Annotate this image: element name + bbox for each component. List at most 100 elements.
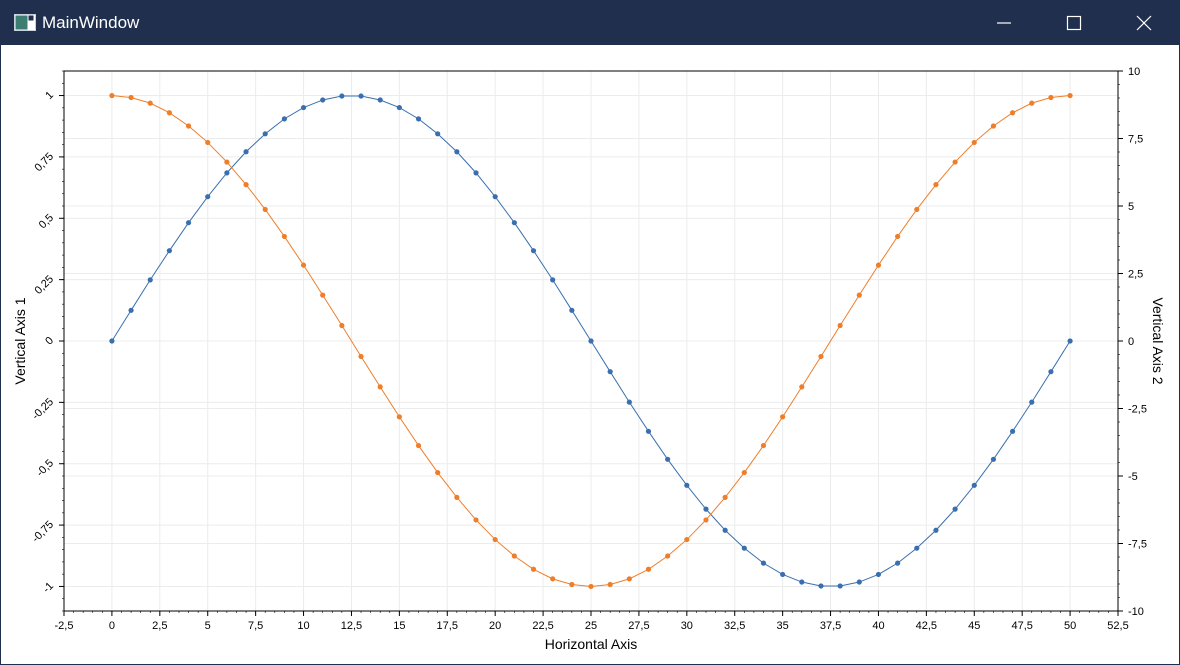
series-2-point[interactable] — [645, 566, 652, 572]
series-2-point[interactable] — [492, 536, 498, 543]
series-1-point[interactable] — [569, 307, 575, 313]
series-1-point[interactable] — [933, 527, 939, 533]
series-2-point[interactable] — [799, 384, 805, 390]
series-1-point[interactable] — [166, 248, 172, 254]
series-2-point[interactable] — [818, 353, 824, 360]
series-1-point[interactable] — [990, 456, 997, 462]
series-1-point[interactable] — [1010, 428, 1016, 434]
series-1-point[interactable] — [147, 277, 153, 283]
series-2-point[interactable] — [665, 553, 671, 559]
series-1-point[interactable] — [971, 482, 977, 488]
series-1-point[interactable] — [1048, 369, 1054, 375]
series-2-point[interactable] — [1048, 94, 1054, 101]
series-1-point[interactable] — [473, 170, 479, 176]
series-1-point[interactable] — [607, 369, 613, 375]
series-1-point[interactable] — [109, 338, 115, 344]
series-1-point[interactable] — [741, 545, 747, 551]
series-1-point[interactable] — [645, 428, 652, 434]
series-1-point[interactable] — [281, 116, 287, 122]
series-2-point[interactable] — [205, 139, 211, 146]
series-1-point[interactable] — [435, 131, 441, 137]
series-2-point[interactable] — [147, 100, 153, 106]
series-1-point[interactable] — [530, 248, 537, 254]
series-1-point[interactable] — [339, 93, 345, 99]
series-2-point[interactable] — [109, 92, 115, 99]
series-2-point[interactable] — [1067, 92, 1073, 99]
series-2-point[interactable] — [243, 182, 249, 188]
series-1-point[interactable] — [262, 131, 268, 137]
series-1-point[interactable] — [703, 506, 709, 512]
series-1-point[interactable] — [588, 338, 594, 344]
series-1-point[interactable] — [358, 93, 364, 99]
series-2-point[interactable] — [760, 442, 767, 449]
series-1-point[interactable] — [550, 277, 556, 283]
series-2-point[interactable] — [607, 581, 613, 588]
series-1-point[interactable] — [684, 482, 690, 488]
series-2-point[interactable] — [454, 494, 460, 500]
series-2-point[interactable] — [895, 233, 901, 240]
series-2-point[interactable] — [320, 292, 326, 298]
series-2-point[interactable] — [569, 581, 575, 588]
series-1-point[interactable] — [454, 149, 460, 155]
series-1-point[interactable] — [837, 583, 843, 589]
series-1-point[interactable] — [856, 579, 862, 585]
title-bar[interactable]: MainWindow — [1, 1, 1179, 45]
series-1-point[interactable] — [511, 220, 517, 226]
series-1-point[interactable] — [415, 116, 422, 122]
series-1-point[interactable] — [396, 104, 402, 111]
series-2-point[interactable] — [684, 536, 690, 543]
series-2-point[interactable] — [166, 110, 172, 116]
series-2-point[interactable] — [837, 322, 843, 329]
series-1-point[interactable] — [243, 149, 249, 155]
series-2-point[interactable] — [990, 123, 997, 129]
series-1-point[interactable] — [205, 194, 211, 200]
series-2-point[interactable] — [339, 322, 345, 329]
series-1-point[interactable] — [626, 399, 632, 405]
series-2-point[interactable] — [262, 206, 268, 213]
series-2-point[interactable] — [358, 353, 364, 360]
series-1-point[interactable] — [665, 456, 671, 462]
series-2-point[interactable] — [722, 494, 728, 500]
series-1-point[interactable] — [818, 583, 824, 589]
series-2-point[interactable] — [550, 576, 556, 582]
series-1-point[interactable] — [185, 220, 192, 226]
minimize-button[interactable] — [969, 1, 1039, 45]
series-1-point[interactable] — [320, 97, 326, 103]
series-2-point[interactable] — [626, 576, 632, 582]
series-2-point[interactable] — [914, 206, 920, 213]
series-2-point[interactable] — [435, 469, 441, 476]
series-2-point[interactable] — [1029, 100, 1035, 106]
series-2-point[interactable] — [300, 262, 307, 268]
series-2-point[interactable] — [377, 384, 383, 390]
series-2-point[interactable] — [971, 139, 977, 146]
series-2-point[interactable] — [875, 262, 882, 268]
series-1-point[interactable] — [377, 97, 383, 103]
series-2-point[interactable] — [703, 517, 709, 523]
series-2-point[interactable] — [224, 159, 230, 165]
series-1-point[interactable] — [875, 571, 882, 578]
series-1-point[interactable] — [722, 527, 728, 533]
series-2-point[interactable] — [185, 123, 192, 129]
series-2-point[interactable] — [530, 566, 537, 572]
series-1-point[interactable] — [1029, 399, 1035, 405]
series-1-point[interactable] — [799, 579, 805, 585]
close-button[interactable] — [1109, 1, 1179, 45]
maximize-button[interactable] — [1039, 1, 1109, 45]
series-2-point[interactable] — [1010, 110, 1016, 116]
series-1-point[interactable] — [760, 560, 767, 566]
series-1-point[interactable] — [780, 571, 786, 578]
series-2-point[interactable] — [473, 517, 479, 523]
series-2-point[interactable] — [415, 442, 422, 449]
series-1-point[interactable] — [224, 170, 230, 176]
series-1-point[interactable] — [128, 307, 134, 313]
line-chart[interactable]: -2,5 0 2,5 5 7,5 10 12,5 15 17,5 20 22,5 25 27,5 30 32… — [1, 45, 1179, 665]
series-1-point[interactable] — [492, 194, 498, 200]
series-2-point[interactable] — [856, 292, 862, 298]
series-2-point[interactable] — [741, 469, 747, 476]
series-2-point[interactable] — [780, 414, 786, 420]
series-2-point[interactable] — [952, 159, 958, 165]
series-1-point[interactable] — [895, 560, 901, 566]
series-2-point[interactable] — [933, 182, 939, 188]
series-1-point[interactable] — [952, 506, 958, 512]
series-2-point[interactable] — [588, 583, 594, 590]
